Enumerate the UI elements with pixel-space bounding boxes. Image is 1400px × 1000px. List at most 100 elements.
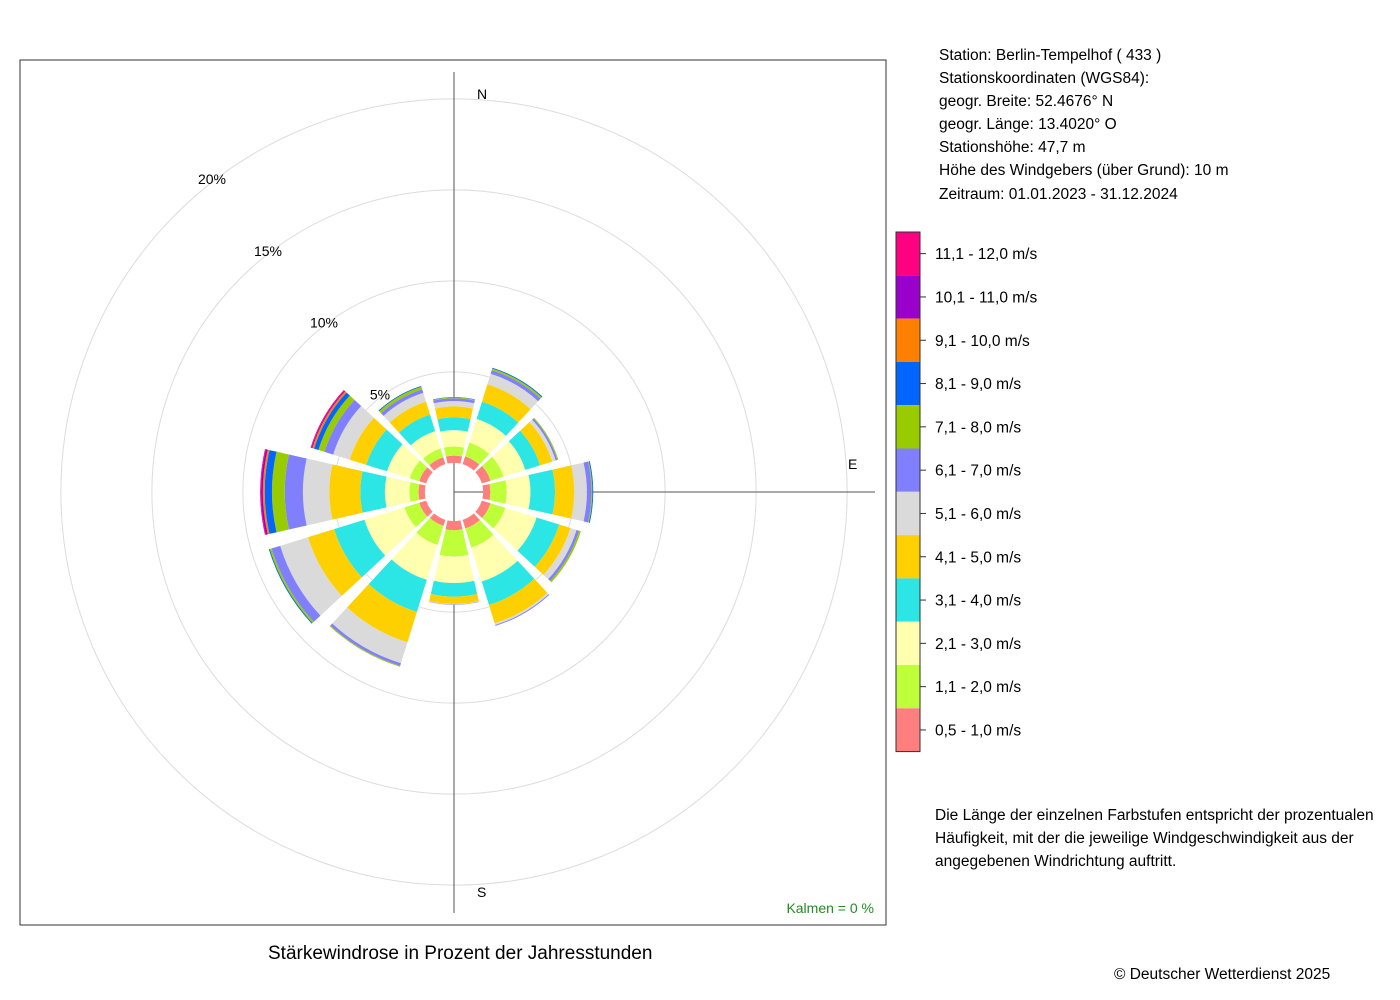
- rose-segment: [583, 461, 592, 523]
- rose-segment: [383, 392, 427, 423]
- rose-segment: [360, 471, 387, 513]
- rose-segment: [262, 449, 270, 535]
- rose-segment: [368, 559, 427, 612]
- legend-label: 10,1 - 11,0 m/s: [935, 289, 1037, 306]
- explanation-line: angegebenen Windrichtung auftritt.: [935, 853, 1177, 871]
- legend-swatch: [896, 578, 920, 622]
- coords-heading: Stationskoordinaten (WGS84):: [939, 70, 1150, 88]
- legend-label: 4,1 - 5,0 m/s: [935, 549, 1021, 566]
- rose-segment: [429, 594, 479, 604]
- legend-swatch: [896, 708, 920, 752]
- ring-label: 5%: [370, 386, 390, 402]
- rose-segment: [469, 418, 506, 454]
- rose-segment: [384, 476, 411, 508]
- rose-segment: [491, 368, 542, 399]
- rose-segment: [476, 401, 519, 436]
- rose-segment: [445, 520, 463, 531]
- rose-segment: [334, 519, 386, 578]
- rose-segment: [465, 442, 490, 465]
- legend-label: 1,1 - 2,0 m/s: [935, 679, 1021, 696]
- rose-segment: [481, 560, 535, 606]
- rose-segment: [588, 461, 594, 523]
- rose-segment: [520, 422, 553, 466]
- rose-segment: [409, 482, 420, 502]
- rose-segment: [462, 456, 480, 471]
- rose-segment: [494, 592, 549, 625]
- rose-segment: [445, 455, 463, 464]
- speed-legend: 11,1 - 12,0 m/s 10,1 - 11,0 m/s 9,1 - 10,0…: [895, 231, 1037, 753]
- rose-segment: [312, 391, 347, 449]
- rose-segment: [552, 465, 575, 519]
- rose-segment: [505, 475, 531, 509]
- compass-label-east: E: [848, 456, 857, 472]
- rose-segment: [261, 449, 268, 535]
- longitude: geogr. Länge: 13.4020° O: [939, 116, 1117, 134]
- legend-label: 2,1 - 3,0 m/s: [935, 636, 1021, 653]
- rose-segment: [423, 448, 444, 466]
- rose-segment: [284, 454, 307, 530]
- legend-label: 11,1 - 12,0 m/s: [935, 246, 1037, 263]
- legend-swatch: [896, 491, 920, 536]
- rose-segment: [482, 483, 491, 501]
- rose-segment: [433, 400, 475, 409]
- rose-segment: [433, 398, 475, 404]
- rose-segment: [260, 449, 266, 535]
- rose-segment: [416, 518, 444, 546]
- legend-swatch: [896, 318, 920, 362]
- rose-segment: [481, 384, 531, 423]
- ring-labels: 5% 10% 15% 20%: [198, 171, 390, 402]
- rose-segment: [419, 467, 433, 484]
- rose-segment: [280, 537, 342, 616]
- explanation-line: Häufigkeit, mit der die jeweilige Windge…: [935, 830, 1354, 848]
- rose-segment: [439, 529, 469, 557]
- explanation-line: Die Länge der einzelnen Farbstufen entsp…: [935, 807, 1374, 824]
- rose-segment: [443, 446, 465, 457]
- rose-segment: [314, 392, 350, 451]
- rose-segment: [488, 578, 548, 624]
- legend-label: 5,1 - 6,0 m/s: [935, 506, 1021, 523]
- legend-label: 0,5 - 1,0 m/s: [935, 722, 1021, 739]
- time-period: Zeitraum: 01.01.2023 - 31.12.2024: [939, 185, 1178, 203]
- rose-segment: [324, 399, 362, 455]
- rose-segment: [462, 513, 480, 529]
- rose-segment: [543, 528, 577, 580]
- legend-swatch: [896, 405, 920, 449]
- compass-label-south: S: [477, 884, 486, 900]
- rose-segment: [429, 601, 479, 605]
- rose-segment: [381, 389, 424, 416]
- rose-segment: [404, 502, 428, 528]
- rose-segment: [429, 513, 446, 526]
- rose-segment: [347, 584, 417, 643]
- rose-segment: [329, 464, 363, 520]
- rose-segment: [410, 431, 441, 459]
- rose-segment: [471, 534, 518, 582]
- rose-segment: [435, 406, 473, 420]
- rose-segment: [366, 429, 403, 472]
- rose-segment: [409, 460, 428, 482]
- legend-frame: [895, 231, 921, 753]
- rose-segment: [437, 417, 471, 432]
- station-name: Station: Berlin-Tempelhof ( 433 ): [939, 47, 1162, 64]
- rose-segment: [532, 418, 558, 461]
- rose-segment: [318, 395, 355, 452]
- legend-label: 8,1 - 9,0 m/s: [935, 376, 1021, 393]
- rose-segment: [550, 530, 581, 583]
- rose-segment: [307, 529, 362, 596]
- legend-swatch: [896, 361, 920, 406]
- plot-frame: [19, 59, 887, 926]
- rose-segment: [489, 480, 507, 504]
- legend-label: 9,1 - 10,0 m/s: [935, 333, 1030, 350]
- explanation-text: Die Länge der einzelnen Farbstufen entsp…: [935, 804, 1374, 873]
- compass-label-north: N: [477, 86, 487, 102]
- rose-segment: [429, 457, 446, 471]
- rose-segment: [302, 458, 333, 526]
- rose-segment: [487, 373, 539, 410]
- legend-swatch: [896, 621, 920, 665]
- rose-segment: [364, 507, 416, 556]
- legend-swatch: [896, 448, 920, 492]
- rose-segment: [379, 386, 423, 414]
- rose-segment: [482, 503, 506, 529]
- rose-segment: [332, 607, 408, 664]
- rose-segment: [419, 500, 433, 517]
- rose-segment: [482, 456, 504, 481]
